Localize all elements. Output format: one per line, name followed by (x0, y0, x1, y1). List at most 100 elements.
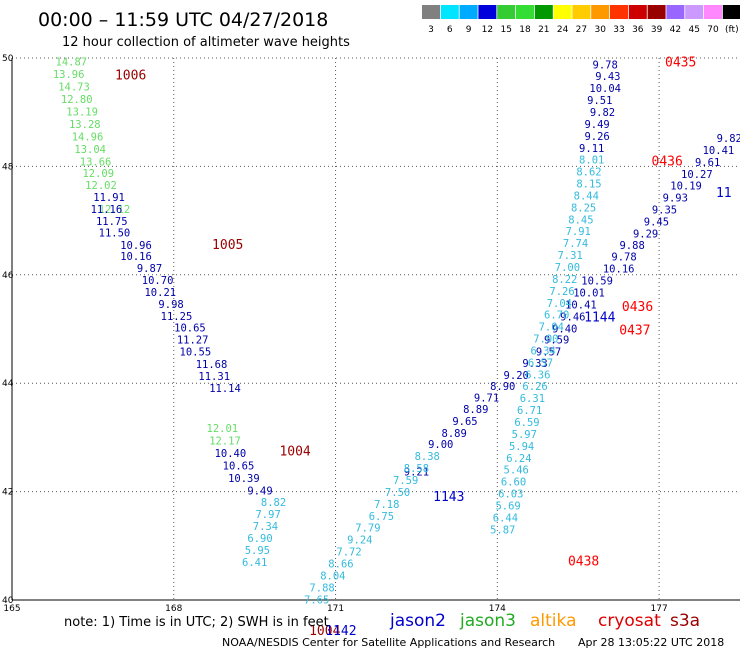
swh-value: 8.44 (574, 190, 599, 202)
swh-value: 9.82 (717, 133, 740, 145)
swh-value: 9.35 (652, 205, 677, 217)
swh-value: 7.18 (374, 499, 399, 511)
swh-value: 5.97 (512, 429, 537, 441)
swh-value: 7.00 (555, 262, 580, 274)
legend-label: (ft) (725, 25, 739, 35)
swh-value: 14.73 (58, 82, 90, 94)
swh-value: 9.87 (137, 263, 162, 275)
x-tick-label: 165 (3, 604, 20, 614)
pass-time-label: 1143 (433, 490, 464, 505)
legend-swatch (422, 5, 440, 19)
satellite-name: altika (530, 611, 577, 631)
pass-time-label: 0438 (568, 554, 599, 569)
swh-value: 8.38 (415, 451, 440, 463)
swh-value: 6.90 (247, 533, 272, 545)
swh-value: 9.46 (560, 311, 585, 323)
swh-value: 6.70 (544, 310, 569, 322)
swh-value: 9.78 (593, 59, 618, 71)
swh-value: 9.43 (595, 71, 620, 83)
pass-time-label: 1004 (279, 444, 310, 459)
swh-value: 8.90 (490, 381, 515, 393)
x-tick-label: 168 (165, 604, 182, 614)
legend-label: 15 (500, 25, 511, 35)
swh-value: 10.21 (144, 287, 176, 299)
swh-value: 13.04 (74, 144, 106, 156)
swh-value: 11.91 (93, 192, 125, 204)
swh-value: 10.19 (670, 181, 702, 193)
swh-value: 9.00 (428, 439, 453, 451)
swh-value: 12.09 (82, 168, 114, 180)
swh-value: 9.45 (644, 216, 669, 228)
legend-swatch (610, 5, 628, 19)
swh-value: 7.31 (557, 250, 582, 262)
swh-value: 7.00 (533, 334, 558, 346)
legend-label: 3 (428, 25, 434, 35)
y-tick-label: 40 (2, 596, 14, 606)
swh-value: 12.01 (207, 423, 239, 435)
swh-value: 14.96 (72, 131, 104, 143)
swh-value: 6.71 (517, 405, 542, 417)
legend-label: 42 (670, 25, 681, 35)
legend-label: 12 (482, 25, 493, 35)
satellite-legend: jason2 jason3 altika cryosat s3a (389, 611, 700, 631)
pass-time-label: 0437 (619, 323, 650, 338)
swh-value: 7.34 (253, 521, 278, 533)
swh-value: 9.21 (404, 466, 429, 478)
swh-value: 9.78 (611, 252, 636, 264)
legend-label: 24 (557, 25, 569, 35)
legend-swatch (704, 5, 722, 19)
swh-value: 7.04 (539, 322, 564, 334)
pass-time-label: 1005 (212, 238, 243, 253)
swh-value: 9.93 (663, 193, 688, 205)
swh-value: 12.17 (209, 435, 241, 447)
swh-value: 6.03 (498, 489, 523, 501)
swh-value: 7.26 (549, 286, 574, 298)
swh-value: 8.15 (576, 179, 601, 191)
swh-value: 10.41 (703, 145, 735, 157)
swh-value: 6.44 (493, 512, 518, 524)
pass-time-label: 1004 (309, 624, 340, 639)
swh-value: 6.24 (506, 453, 531, 465)
satellite-name: s3a (670, 611, 700, 631)
x-tick-label: 171 (327, 604, 344, 614)
swh-value: 9.49 (584, 119, 609, 131)
legend-swatch (647, 5, 666, 19)
swh-value: 14.87 (56, 57, 88, 69)
footer-org: NOAA/NESDIS Center for Satellite Applica… (222, 636, 555, 649)
pass-time-label: 0436 (652, 154, 683, 169)
satellite-name: jason3 (459, 611, 516, 631)
swh-value: 6.57 (528, 357, 553, 369)
swh-value: 7.79 (355, 523, 380, 535)
swh-value: 9.49 (247, 485, 272, 497)
legend-label: 21 (538, 25, 549, 35)
y-tick-label: 48 (2, 162, 14, 172)
swh-value: 9.40 (552, 323, 577, 335)
y-tick-label: 44 (2, 379, 14, 389)
x-tick-label: 177 (651, 604, 668, 614)
swh-value: 6.36 (525, 369, 550, 381)
swh-value: 13.19 (66, 106, 98, 118)
legend-label: 33 (613, 25, 624, 35)
swh-value: 9.26 (584, 131, 609, 143)
swh-value: 9.82 (590, 107, 615, 119)
swh-value: 8.62 (576, 167, 601, 179)
swh-value: 11.75 (96, 216, 128, 228)
swh-value: 7.59 (393, 475, 418, 487)
swh-value: 8.66 (328, 558, 353, 570)
swh-value: 11.14 (209, 383, 241, 395)
swh-value: 12.80 (61, 94, 93, 106)
y-tick-label: 50 (2, 54, 14, 64)
y-tick-label: 46 (2, 271, 14, 281)
swh-value: 9.71 (474, 393, 499, 405)
pass-time-label: 1144 (584, 310, 615, 325)
swh-value: 7.88 (309, 582, 334, 594)
swh-value: 8.89 (442, 428, 467, 440)
swh-value: 7.50 (385, 487, 410, 499)
legend-swatch (459, 5, 478, 19)
color-legend: 3 6 9 12 15 18 21 24 27 30 33 36 39 42 45 70 (ft) (422, 5, 740, 35)
legend-swatch (666, 5, 685, 19)
swh-value: 5.95 (245, 545, 270, 557)
data-marks: 14.8713.9614.7312.8013.1913.2814.9613.04… (53, 56, 740, 640)
legend-swatch (685, 5, 704, 19)
